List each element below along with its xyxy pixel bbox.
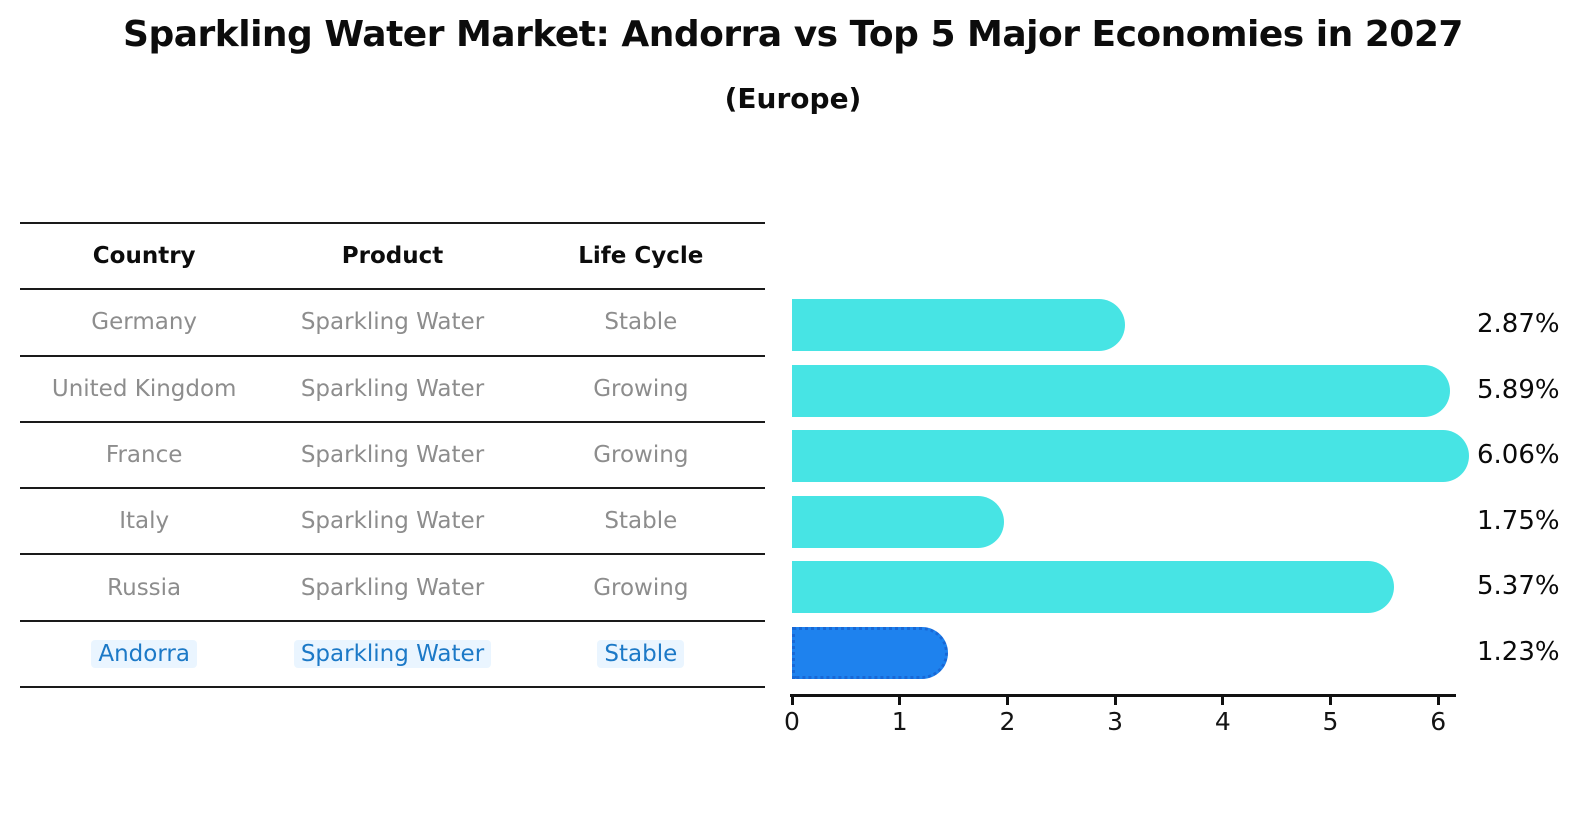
chart-subtitle: (Europe): [724, 82, 862, 115]
table-cell-text: Sparkling Water: [300, 309, 485, 336]
table-cell-product: Sparkling Water: [268, 639, 516, 668]
x-axis-tick: [1005, 694, 1009, 705]
table-header-cell-life-cycle: Life Cycle: [578, 243, 704, 270]
table-header-cell-country: Country: [92, 243, 196, 270]
table-cell-text: Russia: [107, 574, 182, 601]
bar-value-label: 6.06%: [1477, 440, 1560, 470]
x-axis-tick: [790, 694, 794, 705]
table-cell-country: Italy: [20, 508, 268, 534]
table-cell-country: United Kingdom: [20, 376, 268, 402]
table-cell-text: France: [105, 442, 183, 469]
table-row: Russia Sparkling Water Growing: [20, 553, 765, 619]
table-row: Germany Sparkling Water Stable: [20, 288, 765, 354]
table-cell-text: Stable: [597, 639, 685, 668]
bar-value-label: 5.89%: [1477, 374, 1560, 405]
x-axis-tick-label: 0: [784, 707, 800, 736]
x-axis-tick: [1113, 694, 1117, 705]
bar-value-label: 1.23%: [1477, 636, 1560, 667]
table-cell-text: Sparkling Water: [300, 508, 485, 535]
bar-germany: [792, 299, 1126, 351]
table-cell-life-cycle: Growing: [517, 442, 765, 468]
table-cell-text: Sparkling Water: [300, 574, 485, 601]
table-cell-product: Sparkling Water: [268, 376, 516, 402]
table-cell-text: Sparkling Water: [293, 639, 492, 668]
table-cell-product: Sparkling Water: [268, 575, 516, 601]
x-axis-tick-label: 2: [999, 707, 1016, 736]
table-cell-text: Stable: [604, 508, 678, 535]
table-row: United Kingdom Sparkling Water Growing: [20, 354, 765, 421]
table-cell-country: France: [20, 442, 268, 468]
x-axis-tick: [1221, 694, 1225, 705]
table-cell-life-cycle: Stable: [517, 639, 765, 668]
table-cell-text: Germany: [91, 309, 198, 336]
x-axis-tick-label: 4: [1214, 707, 1231, 736]
table-cell-life-cycle: Stable: [517, 309, 765, 335]
table-row: France Sparkling Water Growing: [20, 420, 765, 487]
table-row: Andorra Sparkling Water Stable: [20, 619, 765, 686]
table-cell-text: Italy: [119, 508, 170, 535]
chart-title: Sparkling Water Market: Andorra vs Top 5…: [123, 14, 1463, 55]
bar-andorra: [792, 626, 949, 679]
x-axis-tick-label: 6: [1430, 707, 1447, 736]
x-axis-tick: [1329, 694, 1332, 705]
table-row: Italy Sparkling Water Stable: [20, 487, 765, 553]
x-axis-line: [790, 694, 1456, 697]
table-cell-text: Growing: [593, 442, 689, 469]
table-cell-product: Sparkling Water: [268, 309, 516, 335]
data-table: Country Product Life Cycle Germany Sparkling…: [20, 222, 765, 689]
table-cell-life-cycle: Stable: [517, 508, 765, 534]
bar-value-label: 2.87%: [1477, 309, 1560, 339]
table-cell-text: Growing: [593, 574, 689, 601]
bar-france: [792, 430, 1469, 482]
table-header-cell-product: Product: [341, 243, 444, 270]
table-cell-life-cycle: Growing: [517, 575, 765, 601]
table-cell-text: Sparkling Water: [300, 442, 485, 469]
x-axis-tick-label: 3: [1107, 707, 1124, 736]
x-axis-tick-label: 1: [891, 707, 908, 736]
table-cell-product: Sparkling Water: [268, 442, 516, 468]
x-axis-tick-label: 5: [1322, 707, 1339, 736]
bar-russia: [792, 561, 1395, 613]
table-cell-text: Stable: [604, 309, 678, 336]
x-axis-tick: [1436, 694, 1440, 705]
bar-value-label: 5.37%: [1477, 571, 1560, 601]
table-cell-country: Russia: [20, 575, 268, 601]
bar-italy: [792, 495, 1005, 548]
table-cell-product: Sparkling Water: [268, 508, 516, 534]
table-cell-text: United Kingdom: [51, 375, 237, 402]
table-header-row: Country Product Life Cycle: [20, 222, 765, 288]
bar-united-kingdom: [792, 364, 1451, 417]
table-cell-country: Andorra: [20, 639, 268, 668]
x-axis-tick: [898, 694, 902, 705]
table-cell-country: Germany: [20, 309, 268, 335]
table-cell-text: Sparkling Water: [300, 375, 485, 402]
table-cell-text: Growing: [593, 375, 689, 402]
table-cell-life-cycle: Growing: [517, 376, 765, 402]
bar-value-label: 1.75%: [1477, 505, 1560, 536]
table-cell-text: Andorra: [91, 639, 197, 668]
